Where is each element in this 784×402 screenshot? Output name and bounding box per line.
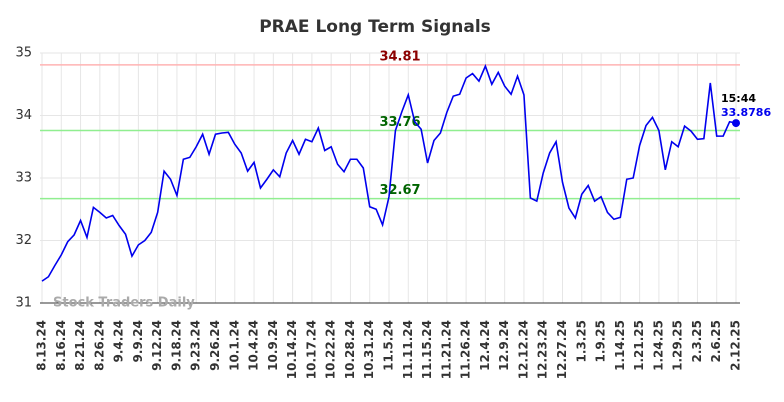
x-tick-label: 8.13.24 — [35, 320, 49, 371]
x-tick-label: 10.22.24 — [324, 320, 338, 379]
x-tick-label: 11.11.24 — [401, 320, 415, 379]
x-tick-label: 11.26.24 — [459, 320, 473, 379]
x-tick-label: 12.4.24 — [478, 320, 492, 371]
y-tick-label: 35 — [15, 46, 32, 61]
x-tick-label: 9.9.24 — [131, 320, 145, 363]
x-tick-label: 9.23.24 — [189, 320, 203, 371]
x-tick-label: 12.23.24 — [536, 320, 550, 379]
x-tick-label: 10.17.24 — [304, 320, 318, 379]
x-tick-label: 8.16.24 — [54, 320, 68, 371]
last-value: 33.8786 — [721, 106, 771, 119]
x-tick-label: 9.4.24 — [112, 320, 126, 363]
y-tick-label: 32 — [15, 233, 32, 248]
x-tick-label: 1.21.25 — [632, 320, 646, 371]
watermark: Stock Traders Daily — [53, 296, 195, 311]
x-tick-label: 12.12.24 — [516, 320, 530, 379]
x-tick-label: 1.24.25 — [651, 320, 665, 371]
x-tick-label: 2.3.25 — [690, 320, 704, 363]
y-tick-label: 34 — [15, 108, 32, 123]
x-tick-label: 1.9.25 — [594, 320, 608, 363]
x-tick-label: 8.26.24 — [92, 320, 106, 371]
x-tick-label: 11.21.24 — [439, 320, 453, 379]
y-tick-label: 31 — [15, 296, 32, 311]
x-tick-label: 12.27.24 — [555, 320, 569, 379]
last-point — [732, 119, 740, 128]
x-tick-label: 9.18.24 — [169, 320, 183, 371]
x-tick-label: 11.15.24 — [420, 320, 434, 379]
price-line — [41, 63, 737, 282]
chart-title: PRAE Long Term Signals — [259, 17, 491, 37]
signal-label: 34.81 — [379, 49, 420, 64]
x-tick-label: 10.4.24 — [247, 320, 261, 371]
x-tick-label: 9.12.24 — [150, 320, 164, 371]
x-tick-label: 10.1.24 — [227, 320, 241, 371]
x-tick-label: 9.26.24 — [208, 320, 222, 371]
y-tick-label: 33 — [15, 171, 32, 186]
x-tick-label: 10.14.24 — [285, 320, 299, 379]
x-tick-label: 10.31.24 — [362, 320, 376, 379]
x-tick-label: 8.21.24 — [73, 320, 87, 371]
x-tick-label: 10.28.24 — [343, 320, 357, 379]
x-tick-label: 12.9.24 — [497, 320, 511, 371]
signal-label: 32.67 — [379, 183, 420, 198]
x-tick-label: 2.12.25 — [729, 320, 743, 371]
x-tick-label: 1.29.25 — [671, 320, 685, 371]
last-time: 15:44 — [721, 92, 756, 105]
x-tick-label: 2.6.25 — [709, 320, 723, 363]
x-tick-label: 10.9.24 — [266, 320, 280, 371]
x-tick-label: 1.14.25 — [613, 320, 627, 371]
x-tick-label: 11.5.24 — [382, 320, 396, 371]
signal-label: 33.76 — [379, 115, 420, 130]
x-tick-label: 1.3.25 — [574, 320, 588, 363]
